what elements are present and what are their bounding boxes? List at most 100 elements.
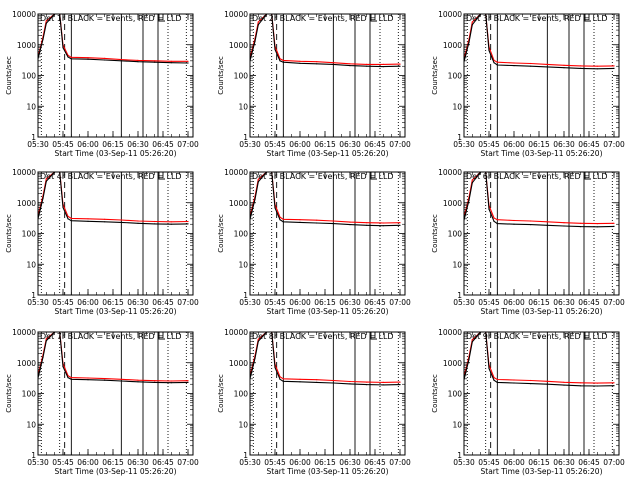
y-tick-label: 100 [22,72,37,81]
data-point-events [254,198,256,200]
data-point-events [471,341,473,343]
data-point-lld [104,378,106,380]
data-point-events [471,182,473,184]
chart-title: Det 2r BLACK = Events, RED = LLD [252,14,394,23]
data-point-events [496,64,498,66]
chart-panel-2: 1 10 100 1000 10000 05:30 05:45 06:00 06:15 06:30… [217,10,411,158]
data-point-lld [316,379,318,381]
data-point-events [87,220,89,222]
data-point-events [349,65,351,67]
data-point-lld [546,63,548,65]
x-tick-label: 06:30 [553,458,575,467]
y-tick-label: 100 [448,390,463,399]
y-tick-label: 10 [26,420,36,429]
y-tick-label: 1000 [443,199,462,208]
chart-title: Det 3r BLACK = Events, RED = LLD [466,14,608,23]
data-point-events [154,61,156,63]
data-point-events [546,383,548,385]
data-point-lld [104,218,106,220]
data-point-events [496,381,498,383]
x-tick-label: 06:30 [553,140,575,149]
data-point-lld [496,219,498,221]
data-point-lld [299,219,301,221]
data-point-events [468,358,470,360]
data-point-lld [87,377,89,379]
y-tick-label: 10 [452,420,462,429]
data-point-lld [513,62,515,64]
x-tick-label: 06:00 [289,140,311,149]
y-tick-label: 1 [457,451,462,460]
data-point-events [104,379,106,381]
data-point-events [493,62,495,64]
data-point-events [274,48,276,51]
data-point-events [187,381,189,383]
y-axis-label: Counts/sec [431,56,439,95]
data-point-events [546,224,548,226]
data-point-lld [299,60,301,62]
data-point-lld [154,220,156,223]
y-tick-label: 10000 [438,168,462,177]
corner-mark [370,172,377,180]
data-point-events [468,41,470,43]
data-point-events [488,367,490,370]
x-tick-label: 05:30 [27,458,49,467]
x-tick-label: 06:15 [314,140,336,149]
data-point-lld [471,179,473,181]
y-tick-label: 100 [22,230,37,239]
data-point-events [299,221,301,223]
data-point-lld [399,222,401,224]
y-tick-label: 1 [243,451,248,460]
data-point-lld [257,338,259,340]
x-tick-label: 07:00 [389,140,411,149]
x-tick-label: 06:15 [314,298,336,307]
data-point-lld [104,57,106,60]
x-tick-label: 07:00 [603,298,625,307]
y-tick-label: 1 [457,291,462,300]
data-point-lld [493,377,495,379]
data-point-lld [257,21,259,23]
data-point-lld [366,222,368,224]
x-tick-label: 06:45 [578,458,600,467]
data-point-events [471,24,473,26]
data-point-events [399,384,401,386]
data-point-events [332,63,334,65]
data-point-events [299,62,301,64]
data-point-events [580,385,582,387]
data-point-events [257,340,259,342]
data-point-events [563,384,565,386]
data-point-events [299,381,301,383]
data-point-events [137,61,139,63]
chart-title: Det 4r BLACK = Events, RED = LLD [40,172,182,181]
data-point-events [332,382,334,384]
data-point-lld [546,221,548,223]
data-point-events [596,385,598,387]
data-point-lld [613,382,615,384]
data-point-lld [493,217,495,219]
data-point-lld [471,339,473,341]
y-tick-label: 10 [452,260,462,269]
data-point-lld [349,63,351,65]
data-point-lld [382,222,384,224]
chart-panel-1: 1 10 100 1000 10000 05:30 05:45 06:00 06:15 06:30… [5,10,199,158]
x-tick-label: 05:45 [52,298,74,307]
y-tick-label: 10 [26,260,36,269]
data-point-events [42,38,44,40]
data-point-lld [137,220,139,222]
data-point-lld [67,215,69,217]
data-point-events [274,366,276,369]
data-point-events [279,60,281,62]
x-tick-label: 05:30 [453,140,475,149]
data-point-events [70,58,72,60]
y-axis-label: Counts/sec [5,56,13,95]
y-axis-label: Counts/sec [217,374,225,413]
data-point-lld [187,380,189,382]
data-point-lld [45,178,47,180]
data-point-events [493,220,495,222]
data-point-lld [366,381,368,383]
data-point-events [513,223,515,225]
data-point-events [254,357,256,359]
chart-panel-5: 1 10 100 1000 10000 05:30 05:45 06:00 06:15 06:30… [217,168,411,316]
x-tick-label: 06:45 [364,140,386,149]
data-point-events [87,58,89,60]
data-point-lld [45,20,47,22]
